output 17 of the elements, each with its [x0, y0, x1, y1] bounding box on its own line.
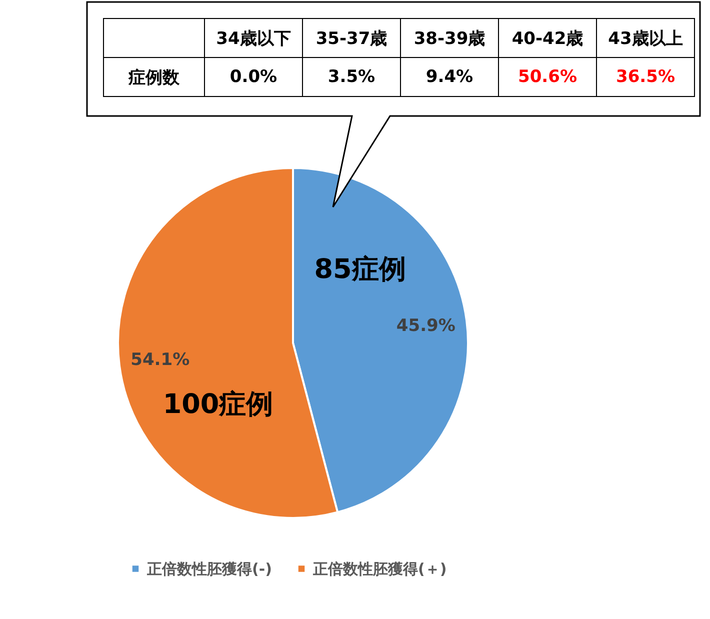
- legend-label: 正倍数性胚獲得(＋): [312, 560, 447, 578]
- text: 85症例: [314, 254, 406, 285]
- text: 43歳以上: [596, 18, 694, 58]
- text: 9.4%: [400, 58, 498, 96]
- text: 36.5%: [596, 58, 694, 96]
- text: 35-37歳: [302, 18, 400, 58]
- text: 3.5%: [302, 58, 400, 96]
- legend-label: 正倍数性胚獲得(-): [146, 560, 272, 578]
- text: 0.0%: [204, 58, 302, 96]
- text: 50.6%: [498, 58, 596, 96]
- text: 症例数: [104, 58, 204, 96]
- text: 100症例: [162, 389, 274, 420]
- text: 34歳以下: [204, 18, 302, 58]
- text: 40-42歳: [498, 18, 596, 58]
- data-label: 45.9%: [396, 316, 456, 336]
- data-label: 54.1%: [130, 350, 190, 370]
- text: 38-39歳: [400, 18, 498, 58]
